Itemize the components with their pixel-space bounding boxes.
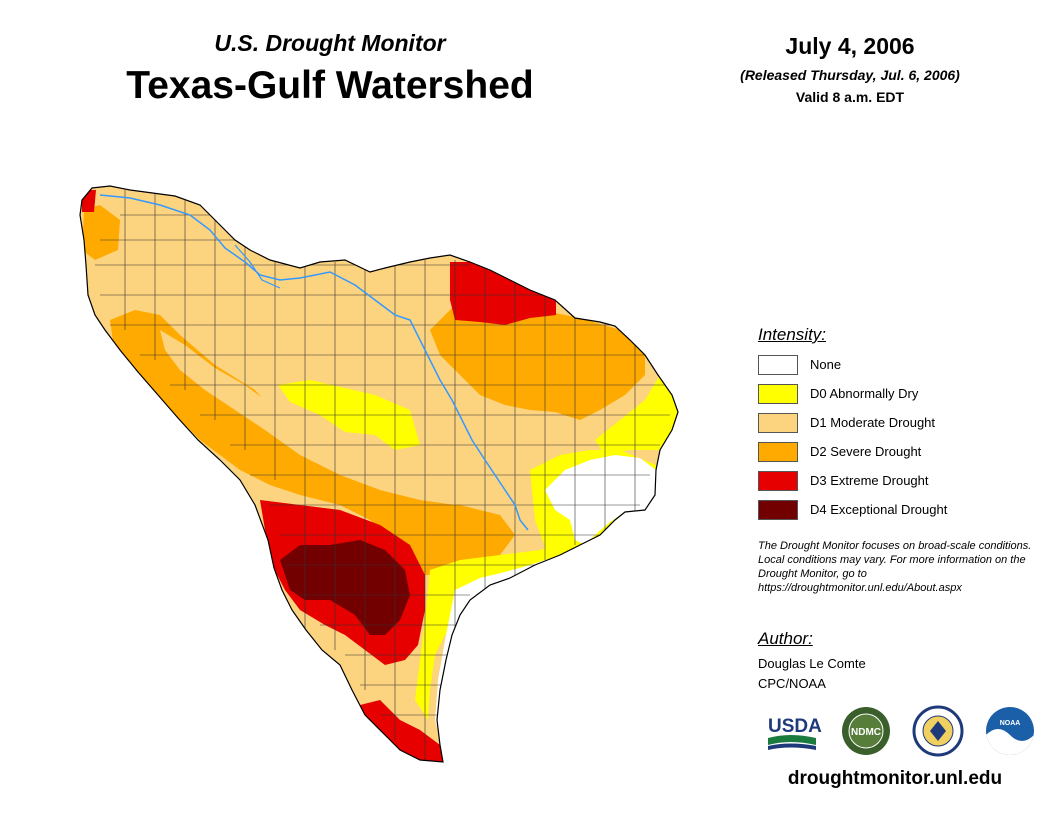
d3-northeast-region bbox=[450, 262, 556, 325]
website-url: droughtmonitor.unl.edu bbox=[787, 768, 1003, 789]
d1-inner-band bbox=[160, 330, 480, 505]
doc-seal-logo bbox=[912, 705, 964, 757]
legend-swatch-d2 bbox=[758, 442, 798, 462]
watershed-boundary bbox=[79, 185, 679, 763]
valid-time: Valid 8 a.m. EDT bbox=[795, 89, 905, 105]
ndmc-logo: NDMC bbox=[842, 707, 890, 755]
d3-rio-grande-valley-region bbox=[360, 700, 443, 762]
noaa-logo-text: NOAA bbox=[1000, 720, 1021, 727]
d4-south-region bbox=[280, 540, 410, 635]
legend-label-d1: D1 Moderate Drought bbox=[810, 415, 936, 430]
release-date: (Released Thursday, Jul. 6, 2006) bbox=[740, 67, 960, 83]
usda-logo: USDA bbox=[768, 716, 822, 750]
legend-title: Intensity: bbox=[758, 325, 827, 344]
usda-logo-text: USDA bbox=[768, 716, 822, 737]
legend-swatch-d1 bbox=[758, 413, 798, 433]
legend-swatch-d0 bbox=[758, 384, 798, 404]
legend-swatch-d4 bbox=[758, 500, 798, 520]
legend-swatch-none bbox=[758, 355, 798, 375]
d2-northwest-region bbox=[82, 205, 120, 260]
noaa-logo: NOAA bbox=[986, 707, 1034, 755]
disclaimer-note: The Drought Monitor focuses on broad-sca… bbox=[758, 540, 1032, 594]
map-date: July 4, 2006 bbox=[785, 33, 915, 59]
brazos-river bbox=[99, 194, 529, 531]
none-south-coast-region bbox=[435, 555, 560, 740]
legend-label-d2: D2 Severe Drought bbox=[810, 444, 922, 459]
partner-logos: USDA NDMC NOAA bbox=[768, 705, 1034, 757]
drought-map bbox=[79, 185, 679, 763]
author-org: CPC/NOAA bbox=[758, 676, 826, 691]
map-subtitle: U.S. Drought Monitor bbox=[214, 30, 446, 56]
legend-label-d3: D3 Extreme Drought bbox=[810, 473, 929, 488]
map-title: Texas-Gulf Watershed bbox=[126, 64, 534, 107]
legend-label-none: None bbox=[810, 357, 842, 372]
author-heading: Author: bbox=[758, 629, 813, 648]
river-tributary bbox=[234, 244, 281, 289]
ndmc-logo-text: NDMC bbox=[851, 727, 881, 738]
d0-south-coast-region bbox=[415, 540, 565, 720]
legend-swatch-d3 bbox=[758, 471, 798, 491]
none-coastal-region bbox=[545, 455, 656, 545]
d3-panhandle-region bbox=[82, 190, 96, 212]
legend-label-d0: D0 Abnormally Dry bbox=[810, 386, 919, 401]
legend-label-d4: D4 Exceptional Drought bbox=[810, 502, 948, 517]
d2-east-region bbox=[430, 300, 645, 420]
author-name: Douglas Le Comte bbox=[758, 656, 866, 671]
